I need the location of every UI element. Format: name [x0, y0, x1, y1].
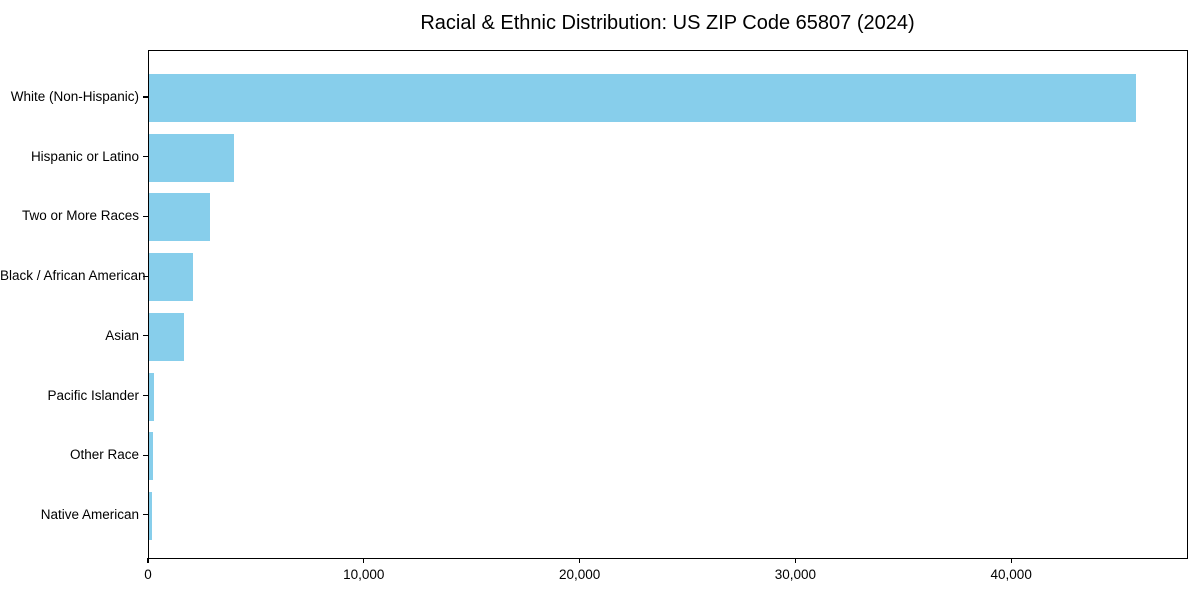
y-tick-mark	[143, 275, 148, 277]
bar	[149, 253, 193, 302]
y-tick-mark	[143, 394, 148, 397]
y-tick-mark	[143, 215, 148, 217]
x-tick-mark	[147, 558, 149, 563]
x-tick-mark	[794, 558, 796, 563]
x-tick-mark	[1010, 558, 1012, 563]
bar	[149, 372, 154, 421]
x-tick-label: 40,000	[990, 567, 1032, 582]
y-tick-label: Asian	[105, 327, 139, 343]
y-tick-label: Two or More Races	[21, 208, 139, 224]
y-tick-mark	[143, 96, 148, 98]
bar	[149, 193, 211, 242]
bar	[149, 312, 185, 361]
x-tick-label: 10,000	[343, 567, 385, 582]
bar	[149, 491, 152, 540]
y-tick-mark	[143, 335, 148, 337]
plot-area	[148, 50, 1188, 559]
y-tick-label: White (Non-Hispanic)	[10, 89, 139, 104]
y-tick-label: Black / African American	[0, 268, 146, 284]
y-tick-label: Native American	[40, 506, 139, 522]
bar	[149, 133, 234, 182]
x-tick-mark	[579, 558, 581, 563]
y-tick-label: Pacific Islander	[47, 387, 139, 403]
y-tick-label: Hispanic or Latino	[30, 148, 139, 164]
bar	[149, 74, 1137, 122]
x-tick-label: 0	[144, 567, 152, 582]
x-tick-label: 30,000	[774, 567, 817, 582]
y-tick-mark	[143, 454, 148, 456]
y-tick-label: Other Race	[69, 447, 139, 463]
y-tick-mark	[143, 156, 148, 158]
bar	[149, 432, 153, 481]
chart-title: Racial & Ethnic Distribution: US ZIP Cod…	[420, 12, 915, 34]
y-tick-mark	[143, 514, 148, 516]
x-tick-mark	[363, 558, 365, 563]
x-tick-label: 20,000	[558, 567, 601, 582]
